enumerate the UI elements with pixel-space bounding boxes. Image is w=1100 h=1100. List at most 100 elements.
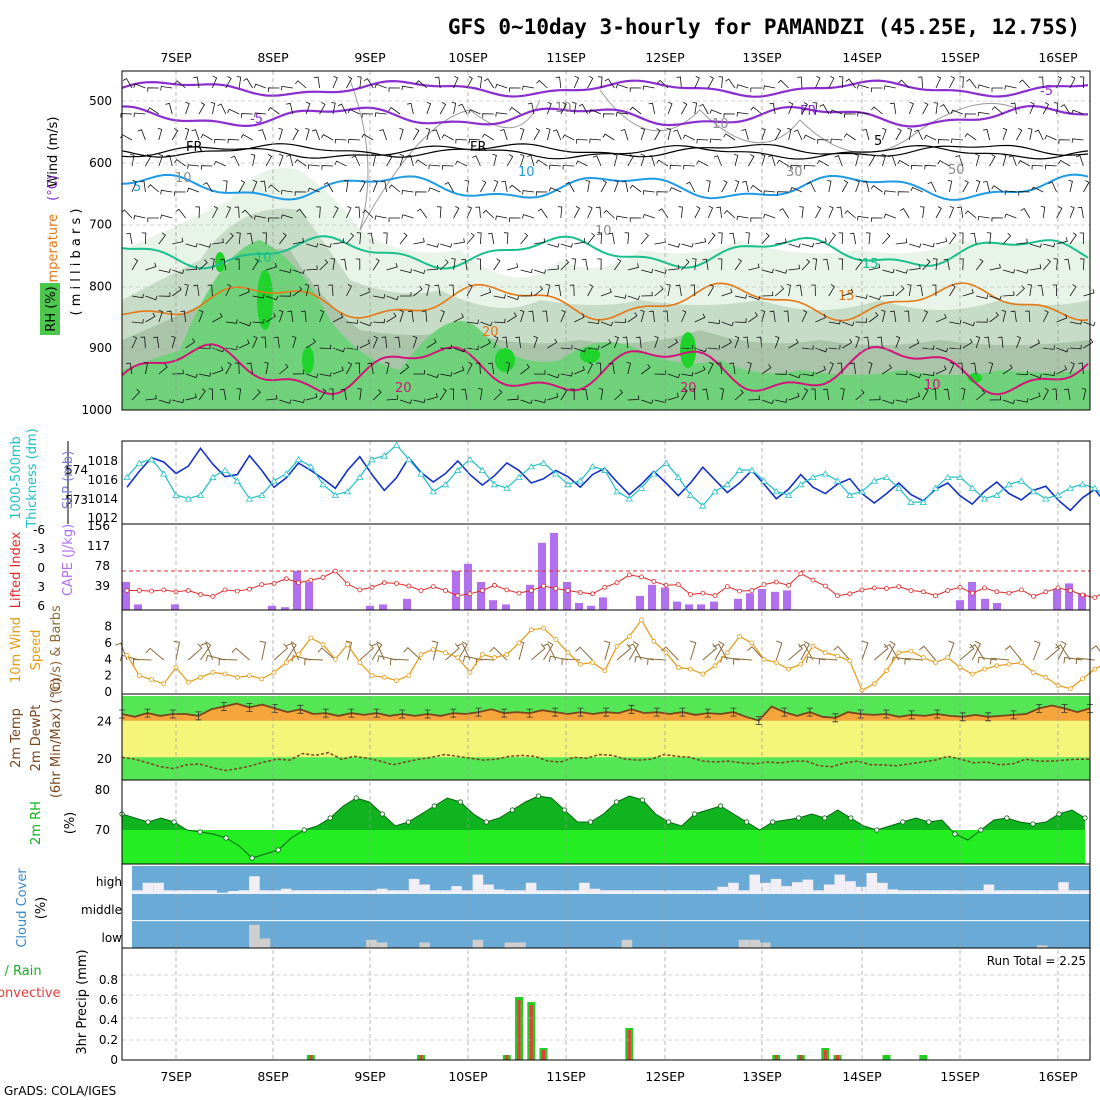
- wind-barb: [1069, 320, 1082, 325]
- cloud-high-bar: [632, 890, 643, 894]
- wind-barb: [838, 232, 844, 245]
- wind-barb: [347, 108, 360, 115]
- wind-barb: [1042, 310, 1049, 323]
- lifted-index-point: [1018, 587, 1024, 593]
- wind-barb: [1048, 181, 1057, 193]
- wind-barb: [555, 76, 562, 89]
- wind-barb: [976, 318, 988, 323]
- wind-barb: [1016, 370, 1028, 376]
- wind-barb: [466, 206, 473, 219]
- wind10m-barb: [971, 640, 982, 661]
- wind-barb: [629, 184, 642, 193]
- wind-barb: [840, 388, 845, 401]
- wind-barb: [413, 398, 426, 404]
- li-tick-label: 3: [37, 580, 45, 594]
- cloud-high-bar: [983, 884, 995, 894]
- precip-tick-label: 0: [110, 1053, 118, 1067]
- cape-bar: [489, 600, 497, 610]
- wind-barb: [870, 185, 883, 193]
- thickness-point: [160, 470, 168, 477]
- wind-barb: [399, 363, 410, 375]
- precip-conv-bar: [517, 1000, 521, 1060]
- wind-barb: [654, 128, 661, 141]
- rh2m-point: [691, 811, 698, 817]
- wind10m-speed-point: [394, 678, 399, 683]
- wind-barb: [1083, 338, 1094, 349]
- contour-label: 10: [555, 101, 572, 116]
- lifted-index-point: [149, 588, 154, 594]
- wind-barb: [761, 364, 772, 375]
- li-tick-label: 6: [37, 599, 45, 613]
- wind-barb: [916, 284, 923, 297]
- temp2m-minmax-bar: [857, 709, 864, 719]
- wind-barb: [442, 165, 454, 170]
- thickness-point: [282, 470, 291, 477]
- wind-barb: [1010, 310, 1017, 323]
- wind-barb: [198, 259, 208, 271]
- temp2m-minmax-bar: [653, 707, 660, 717]
- wind-barb: [305, 101, 311, 115]
- lifted-index-point: [565, 588, 571, 593]
- wind-barb: [748, 395, 760, 401]
- thickness-point: [895, 484, 903, 491]
- cloud-high-bar: [568, 890, 579, 894]
- wind10m-barb: [603, 640, 611, 661]
- wind-barb: [252, 294, 265, 299]
- wind-barb: [401, 85, 414, 91]
- wind-barb: [555, 284, 562, 297]
- wind-barb: [171, 128, 179, 141]
- cloud-high-bar: [163, 890, 175, 894]
- wind-barb: [292, 369, 305, 375]
- thickness-point: [980, 495, 989, 502]
- thickness-point: [1078, 481, 1087, 488]
- wind-barb: [748, 154, 755, 167]
- wind-barb: [692, 258, 697, 271]
- wind-barb: [535, 191, 548, 196]
- wind-barb: [399, 268, 412, 274]
- temp-mid-fill: [122, 720, 1090, 758]
- wind10m-barb: [969, 644, 985, 661]
- cape-bar: [648, 584, 656, 610]
- wind-barb: [265, 154, 273, 167]
- wind10m-speed-point: [455, 655, 461, 660]
- contour-label: FR: [470, 140, 487, 155]
- lifted-index-point: [663, 582, 669, 588]
- wind-barb: [399, 232, 408, 245]
- wind-barb: [198, 344, 211, 349]
- date-label-top: 13SEP: [742, 50, 782, 65]
- rh2m-point: [1082, 815, 1088, 821]
- cloud-high-bar: [451, 886, 462, 894]
- wind-barb: [415, 80, 428, 89]
- wind-barb: [1079, 76, 1085, 89]
- thickness-point: [441, 481, 450, 488]
- rh2m-point: [275, 847, 281, 853]
- wind-barb: [252, 389, 261, 401]
- thickness-point: [588, 463, 597, 470]
- wind-barb: [560, 309, 566, 323]
- wind-barb: [147, 184, 160, 193]
- slp-tick-label: 1014: [87, 492, 118, 506]
- thickness-point: [1017, 477, 1026, 484]
- wind-barb: [241, 113, 253, 118]
- temp2m-minmax-bar: [806, 707, 813, 717]
- wind-barb: [449, 388, 454, 400]
- wind-barb: [855, 179, 860, 193]
- wind-barb: [1075, 155, 1084, 167]
- wind-barb: [313, 284, 320, 297]
- rh2m-point: [926, 819, 932, 825]
- cape-tick-label: 78: [95, 559, 110, 573]
- wind-barb: [615, 83, 628, 89]
- cloud-high-bar: [1015, 890, 1027, 894]
- wind-barb: [890, 102, 897, 115]
- wind-barb: [626, 361, 631, 375]
- wind-barb: [220, 258, 227, 271]
- thickness-point: [245, 495, 254, 502]
- isotherm-fr-outer: [121, 143, 1089, 158]
- wind-barb: [962, 288, 974, 297]
- wind-barb: [131, 258, 139, 271]
- wind-barb: [279, 363, 289, 375]
- wind-barb: [520, 268, 533, 274]
- wind-barb: [796, 284, 803, 297]
- wind-barb: [355, 258, 361, 270]
- wind-barb: [648, 102, 655, 115]
